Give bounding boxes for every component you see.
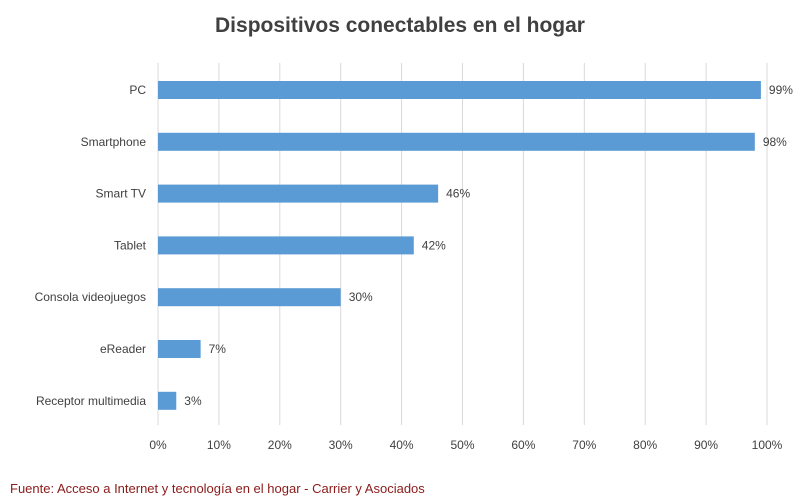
x-tick-label: 50%	[450, 438, 474, 452]
bar	[158, 132, 755, 151]
x-tick-label: 40%	[390, 438, 414, 452]
data-label: 30%	[349, 290, 373, 304]
category-label: Smartphone	[81, 135, 147, 149]
bar	[158, 391, 177, 410]
x-tick-label: 10%	[207, 438, 231, 452]
data-label: 99%	[769, 83, 793, 97]
data-label: 42%	[422, 238, 446, 252]
x-tick-label: 60%	[511, 438, 535, 452]
category-label: Smart TV	[96, 187, 146, 201]
data-label: 98%	[763, 135, 787, 149]
bar	[158, 184, 439, 203]
x-tick-label: 90%	[694, 438, 718, 452]
x-tick-label: 80%	[633, 438, 657, 452]
data-label: 46%	[446, 187, 470, 201]
data-label: 3%	[184, 394, 202, 408]
labels: 0% 10% 20% 30% 40% 50% 60% 70% 80% 90% 100% PC 99% Sm…	[35, 83, 794, 452]
bar	[158, 81, 761, 99]
bar	[158, 340, 201, 358]
x-tick-label: 30%	[329, 438, 353, 452]
chart-title: Dispositivos conectables en el hogar	[215, 14, 585, 37]
bar	[158, 236, 414, 255]
category-label: Tablet	[114, 238, 147, 252]
category-label: Receptor multimedia	[36, 394, 146, 408]
x-tick-label: 100%	[752, 438, 783, 452]
data-label: 7%	[209, 342, 227, 356]
source-note: Fuente: Acceso a Internet y tecnología e…	[10, 481, 425, 496]
bar	[158, 288, 341, 307]
category-label: PC	[129, 83, 146, 97]
x-tick-label: 20%	[268, 438, 292, 452]
x-tick-label: 0%	[149, 438, 167, 452]
category-label: Consola videojuegos	[35, 290, 146, 304]
x-tick-label: 70%	[572, 438, 596, 452]
bars	[158, 81, 761, 410]
category-label: eReader	[100, 342, 146, 356]
